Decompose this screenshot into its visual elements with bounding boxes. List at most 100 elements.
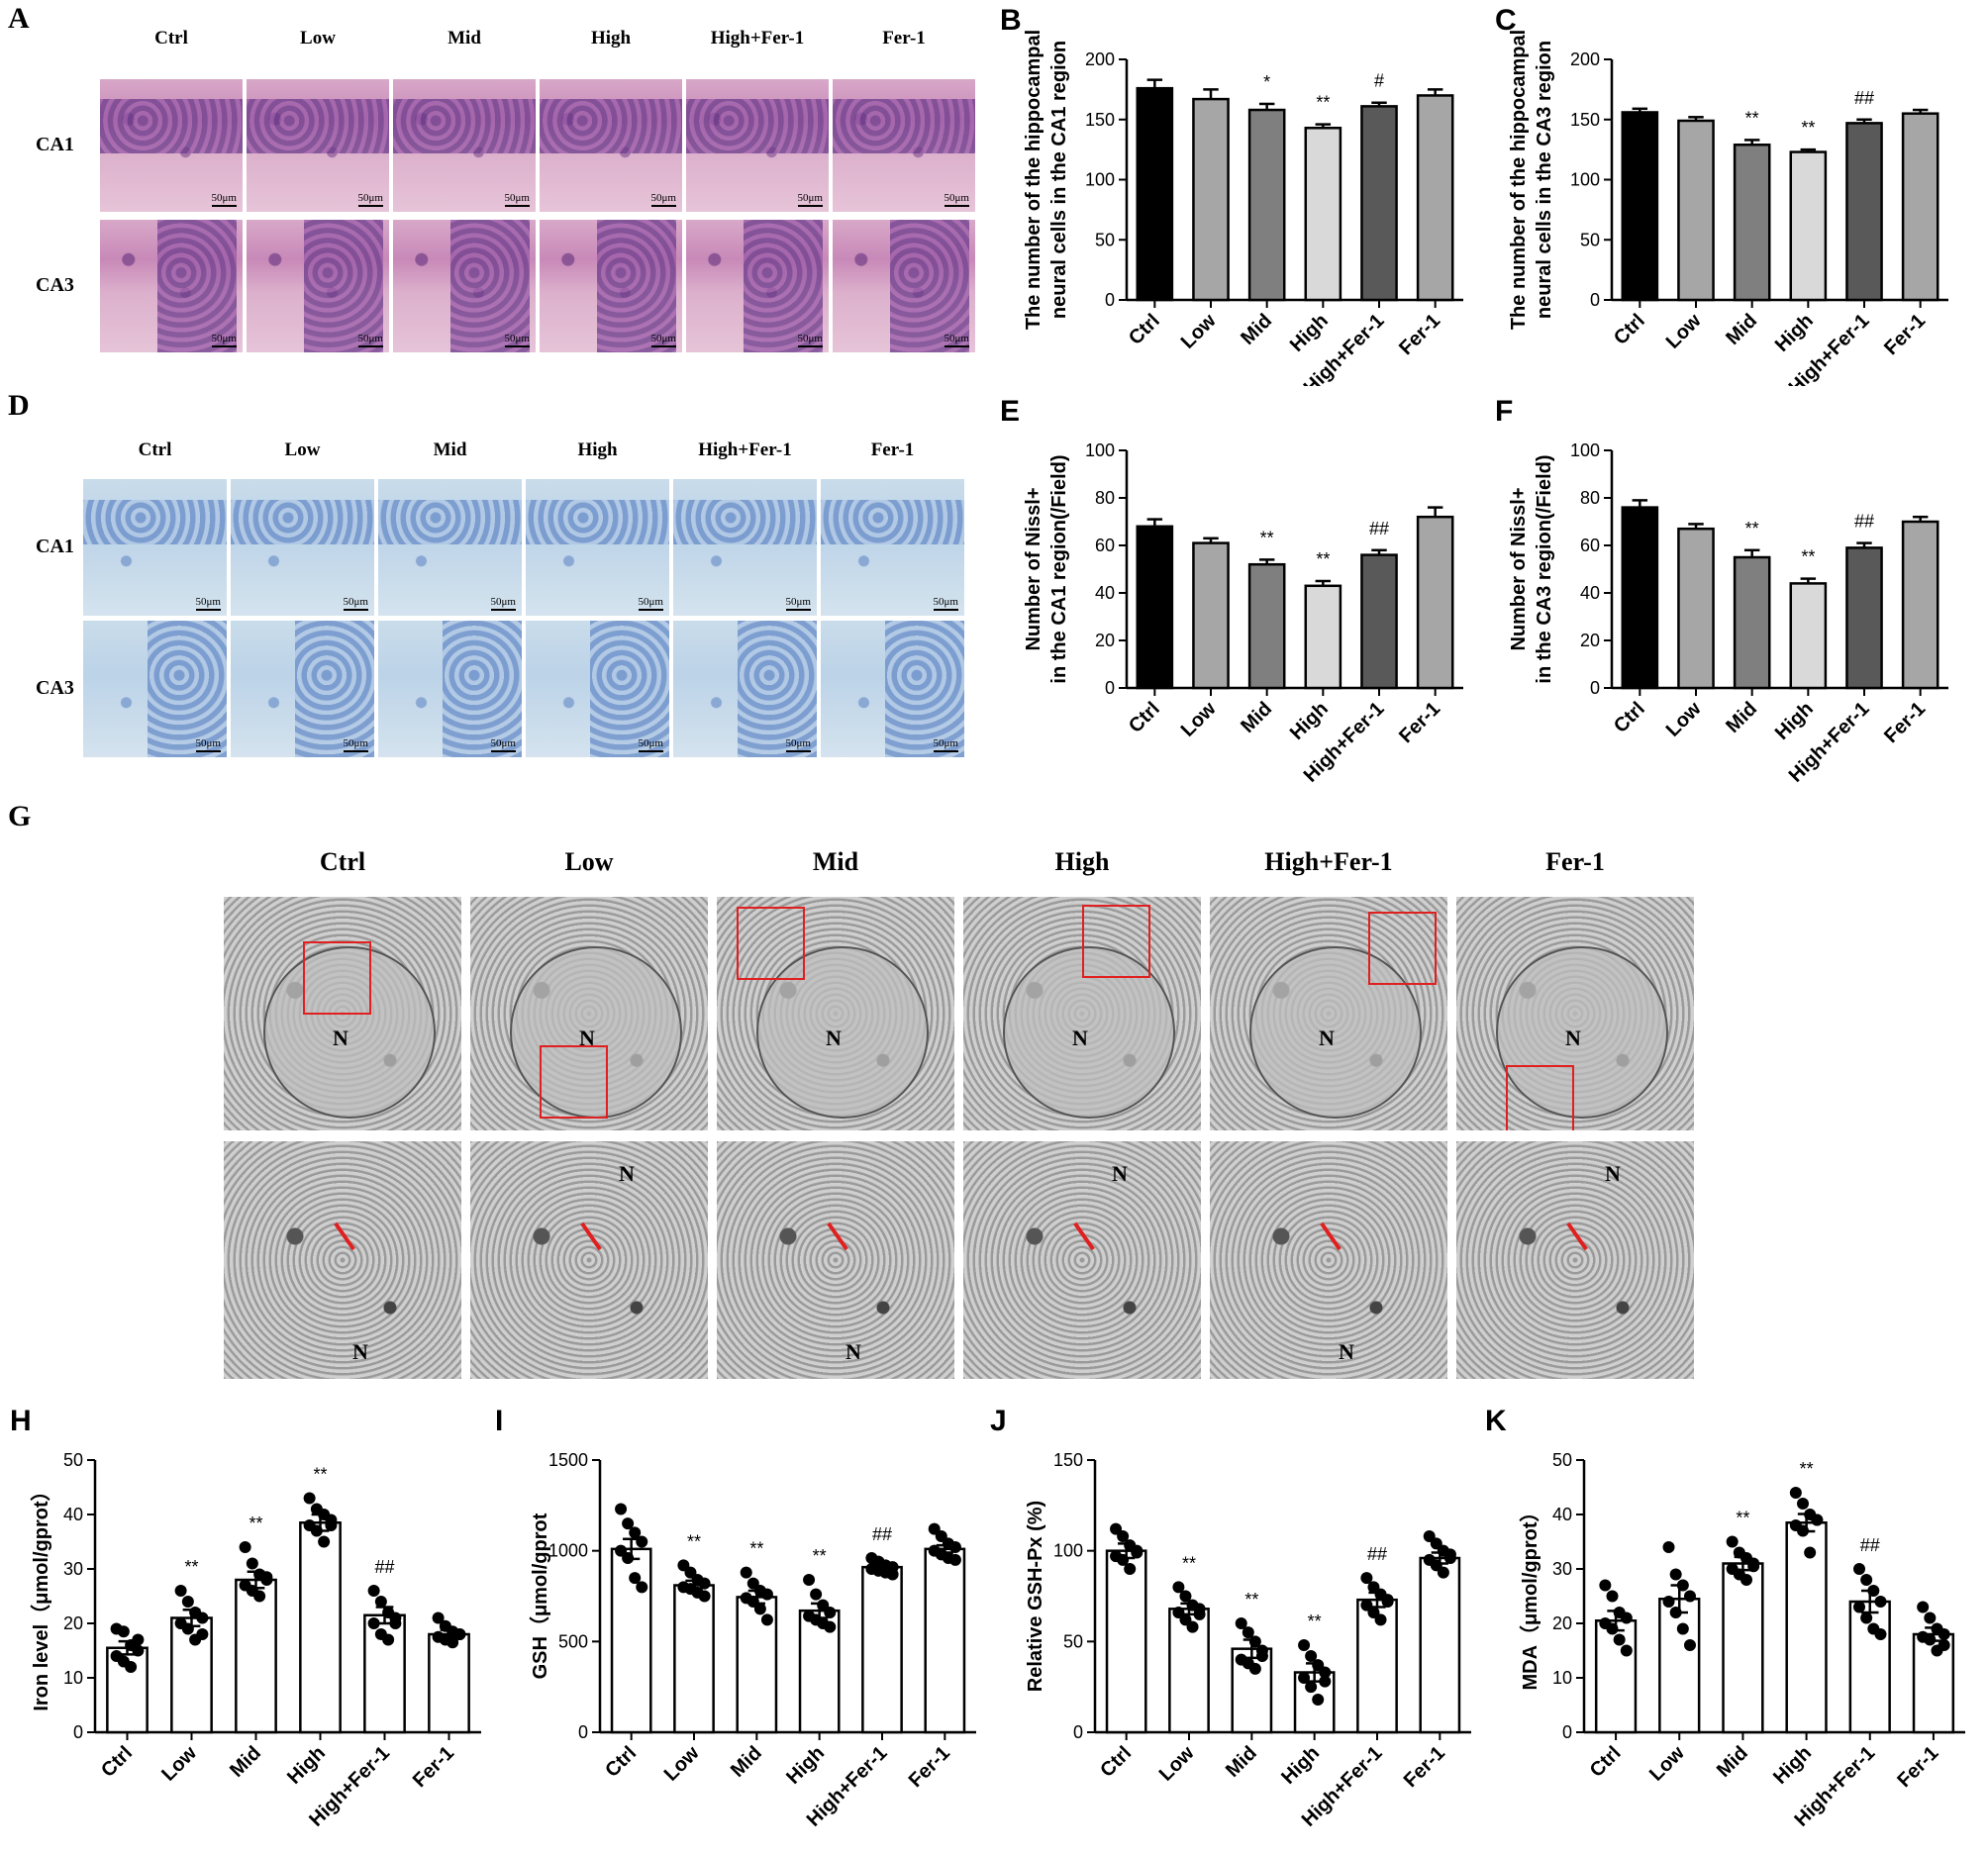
micrograph: 50μm — [100, 220, 243, 352]
data-point — [1874, 1628, 1887, 1640]
significance-mark: ** — [687, 1531, 701, 1551]
nucleus-label: N — [619, 1161, 635, 1186]
group-label: High — [1054, 847, 1110, 876]
data-point — [181, 1622, 194, 1635]
x-tick-label: Mid — [1222, 1742, 1261, 1782]
y-tick-label: 0 — [578, 1722, 588, 1742]
tem-overview: N — [1456, 897, 1694, 1130]
significance-mark: * — [1263, 72, 1270, 92]
y-tick-label: 80 — [1580, 488, 1600, 508]
bar — [1304, 127, 1342, 302]
bar — [1192, 97, 1230, 302]
data-point — [1305, 1650, 1318, 1662]
bar — [861, 1565, 903, 1734]
data-point — [1613, 1633, 1626, 1646]
data-point — [1117, 1530, 1130, 1542]
bar — [1901, 112, 1939, 302]
y-axis-label: neural cells in the CA3 region — [1534, 41, 1555, 319]
data-point — [382, 1633, 395, 1646]
x-tick-label: Fer-1 — [1400, 1742, 1449, 1792]
y-tick-label: 0 — [1562, 1722, 1572, 1742]
data-point — [260, 1571, 273, 1584]
y-tick-label: 100 — [1570, 440, 1600, 460]
scale-bar: 50μm — [490, 596, 517, 611]
scale-bar: 50μm — [933, 596, 959, 611]
y-tick-label: 100 — [1053, 1541, 1083, 1561]
scale-bar: 50μm — [343, 596, 369, 611]
scale-bar: 50μm — [650, 192, 677, 207]
data-point — [1374, 1613, 1387, 1626]
y-axis-label: neural cells in the CA1 region — [1048, 41, 1070, 319]
x-tick-label: Ctrl — [1610, 698, 1649, 737]
group-label: Low — [564, 847, 614, 876]
data-point — [1606, 1622, 1619, 1635]
cell-layer — [885, 621, 964, 757]
x-tick-label: Fer-1 — [1893, 1742, 1942, 1792]
x-tick-label: Mid — [1722, 310, 1761, 349]
data-point — [367, 1617, 380, 1629]
bar — [1136, 525, 1174, 690]
panel-label: F — [1495, 395, 1513, 428]
group-label: High — [577, 440, 618, 460]
row-label: CA3 — [36, 677, 74, 699]
x-tick-label: Mid — [1237, 310, 1276, 349]
group-label: Ctrl — [319, 847, 366, 876]
group-label: Mid — [447, 28, 481, 49]
data-point — [824, 1620, 837, 1633]
data-point — [1319, 1666, 1332, 1679]
scale-bar: 50μm — [211, 192, 238, 207]
significance-mark: ## — [872, 1524, 892, 1544]
zoom-box — [737, 907, 805, 980]
x-tick-label: High — [1286, 698, 1333, 744]
significance-mark: ** — [1745, 519, 1759, 538]
data-point — [1298, 1639, 1311, 1651]
tem-overview: N — [1210, 897, 1447, 1130]
data-point — [196, 1612, 209, 1624]
micrograph: 50μm — [231, 479, 374, 616]
y-tick-label: 10 — [63, 1668, 83, 1688]
x-tick-label: Low — [660, 1742, 704, 1786]
cell-layer — [148, 621, 227, 757]
micrograph: 50μm — [100, 79, 243, 212]
significance-mark: ## — [1854, 512, 1874, 532]
scale-bar: 50μm — [195, 596, 222, 611]
x-tick-label: Low — [1662, 698, 1706, 741]
micrograph: 50μm — [83, 621, 227, 757]
scale-bar: 50μm — [357, 333, 384, 347]
cell-layer — [738, 621, 817, 757]
cell-layer — [833, 99, 975, 154]
y-tick-label: 50 — [1063, 1631, 1083, 1651]
y-tick-label: 60 — [1580, 536, 1600, 555]
data-point — [1255, 1650, 1268, 1662]
scale-bar: 50μm — [357, 192, 384, 207]
nucleus-label: N — [1565, 1026, 1581, 1050]
x-tick-label: Mid — [727, 1742, 766, 1782]
y-tick-label: 20 — [1095, 631, 1115, 650]
data-point — [239, 1541, 251, 1553]
group-label: High — [590, 28, 632, 49]
data-point — [1312, 1694, 1325, 1706]
y-tick-label: 1000 — [548, 1541, 588, 1561]
scale-bar: 50μm — [944, 192, 970, 207]
chart-f: F 0 20 40 60 80 100 Number of Nissl+ in the CA3 … — [1495, 395, 1948, 787]
y-tick-label: 1500 — [548, 1450, 588, 1470]
data-point — [1669, 1568, 1682, 1581]
data-point — [1599, 1579, 1612, 1592]
cell-layer — [295, 621, 374, 757]
significance-mark: ** — [1745, 108, 1759, 128]
panel-label: E — [1000, 395, 1020, 428]
bar — [428, 1632, 470, 1734]
significance-mark: ** — [1801, 118, 1815, 138]
y-tick-label: 20 — [1552, 1613, 1572, 1633]
panel-label-d: D — [8, 389, 30, 422]
scale-bar: 50μm — [944, 333, 970, 347]
chart-k: K 0 10 20 30 40 50 MDA（μmol/gprot） Ctrl Low ** Mid *… — [1485, 1405, 1965, 1831]
scale-bar: 50μm — [797, 333, 824, 347]
micrograph: 50μm — [526, 621, 669, 757]
y-tick-label: 0 — [1590, 290, 1600, 310]
significance-mark: # — [1374, 71, 1384, 91]
significance-mark: ** — [1801, 547, 1815, 567]
data-point — [1726, 1535, 1739, 1548]
data-point — [1662, 1596, 1675, 1608]
nucleus-label: N — [1339, 1339, 1354, 1364]
